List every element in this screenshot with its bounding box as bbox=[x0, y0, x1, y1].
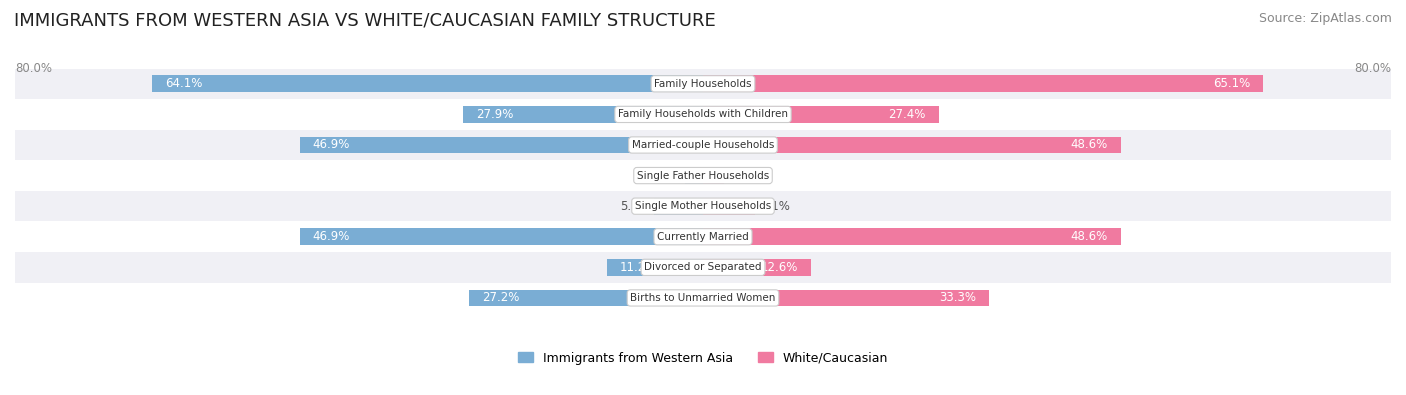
Text: 80.0%: 80.0% bbox=[15, 62, 52, 75]
Text: 2.1%: 2.1% bbox=[651, 169, 681, 182]
Bar bbox=[15, 222, 1391, 252]
Text: Births to Unmarried Women: Births to Unmarried Women bbox=[630, 293, 776, 303]
Bar bbox=[15, 99, 1391, 130]
Text: Currently Married: Currently Married bbox=[657, 232, 749, 242]
Text: IMMIGRANTS FROM WESTERN ASIA VS WHITE/CAUCASIAN FAMILY STRUCTURE: IMMIGRANTS FROM WESTERN ASIA VS WHITE/CA… bbox=[14, 12, 716, 30]
Text: 27.4%: 27.4% bbox=[889, 108, 925, 121]
Bar bbox=[703, 167, 724, 184]
Bar bbox=[152, 75, 703, 92]
Bar bbox=[470, 290, 703, 307]
Text: 33.3%: 33.3% bbox=[939, 292, 977, 305]
Text: Single Father Households: Single Father Households bbox=[637, 171, 769, 181]
Text: Single Mother Households: Single Mother Households bbox=[636, 201, 770, 211]
Text: 48.6%: 48.6% bbox=[1071, 139, 1108, 152]
Bar bbox=[299, 137, 703, 153]
Bar bbox=[703, 75, 1263, 92]
Text: 65.1%: 65.1% bbox=[1213, 77, 1250, 90]
Bar bbox=[15, 252, 1391, 283]
Bar bbox=[654, 198, 703, 214]
Bar bbox=[703, 290, 990, 307]
Bar bbox=[15, 160, 1391, 191]
Text: Divorced or Separated: Divorced or Separated bbox=[644, 262, 762, 272]
Text: Married-couple Households: Married-couple Households bbox=[631, 140, 775, 150]
Bar bbox=[15, 68, 1391, 99]
Text: 27.2%: 27.2% bbox=[482, 292, 519, 305]
Text: 2.4%: 2.4% bbox=[728, 169, 758, 182]
Text: Source: ZipAtlas.com: Source: ZipAtlas.com bbox=[1258, 12, 1392, 25]
Bar bbox=[703, 106, 939, 123]
Bar bbox=[15, 191, 1391, 222]
Text: 64.1%: 64.1% bbox=[165, 77, 202, 90]
Text: 6.1%: 6.1% bbox=[759, 199, 790, 213]
Bar bbox=[15, 283, 1391, 313]
Bar bbox=[15, 130, 1391, 160]
Text: 80.0%: 80.0% bbox=[1354, 62, 1391, 75]
Text: 46.9%: 46.9% bbox=[312, 139, 350, 152]
Text: Family Households: Family Households bbox=[654, 79, 752, 89]
Text: Family Households with Children: Family Households with Children bbox=[619, 109, 787, 119]
Bar bbox=[703, 228, 1121, 245]
Bar bbox=[299, 228, 703, 245]
Text: 11.2%: 11.2% bbox=[620, 261, 657, 274]
Text: 27.9%: 27.9% bbox=[477, 108, 513, 121]
Text: 12.6%: 12.6% bbox=[761, 261, 799, 274]
Bar bbox=[685, 167, 703, 184]
Bar bbox=[606, 259, 703, 276]
Text: 46.9%: 46.9% bbox=[312, 230, 350, 243]
Bar bbox=[703, 198, 755, 214]
Text: 5.7%: 5.7% bbox=[620, 199, 650, 213]
Text: 48.6%: 48.6% bbox=[1071, 230, 1108, 243]
Bar bbox=[703, 259, 811, 276]
Bar bbox=[703, 137, 1121, 153]
Bar bbox=[463, 106, 703, 123]
Legend: Immigrants from Western Asia, White/Caucasian: Immigrants from Western Asia, White/Cauc… bbox=[513, 347, 893, 370]
